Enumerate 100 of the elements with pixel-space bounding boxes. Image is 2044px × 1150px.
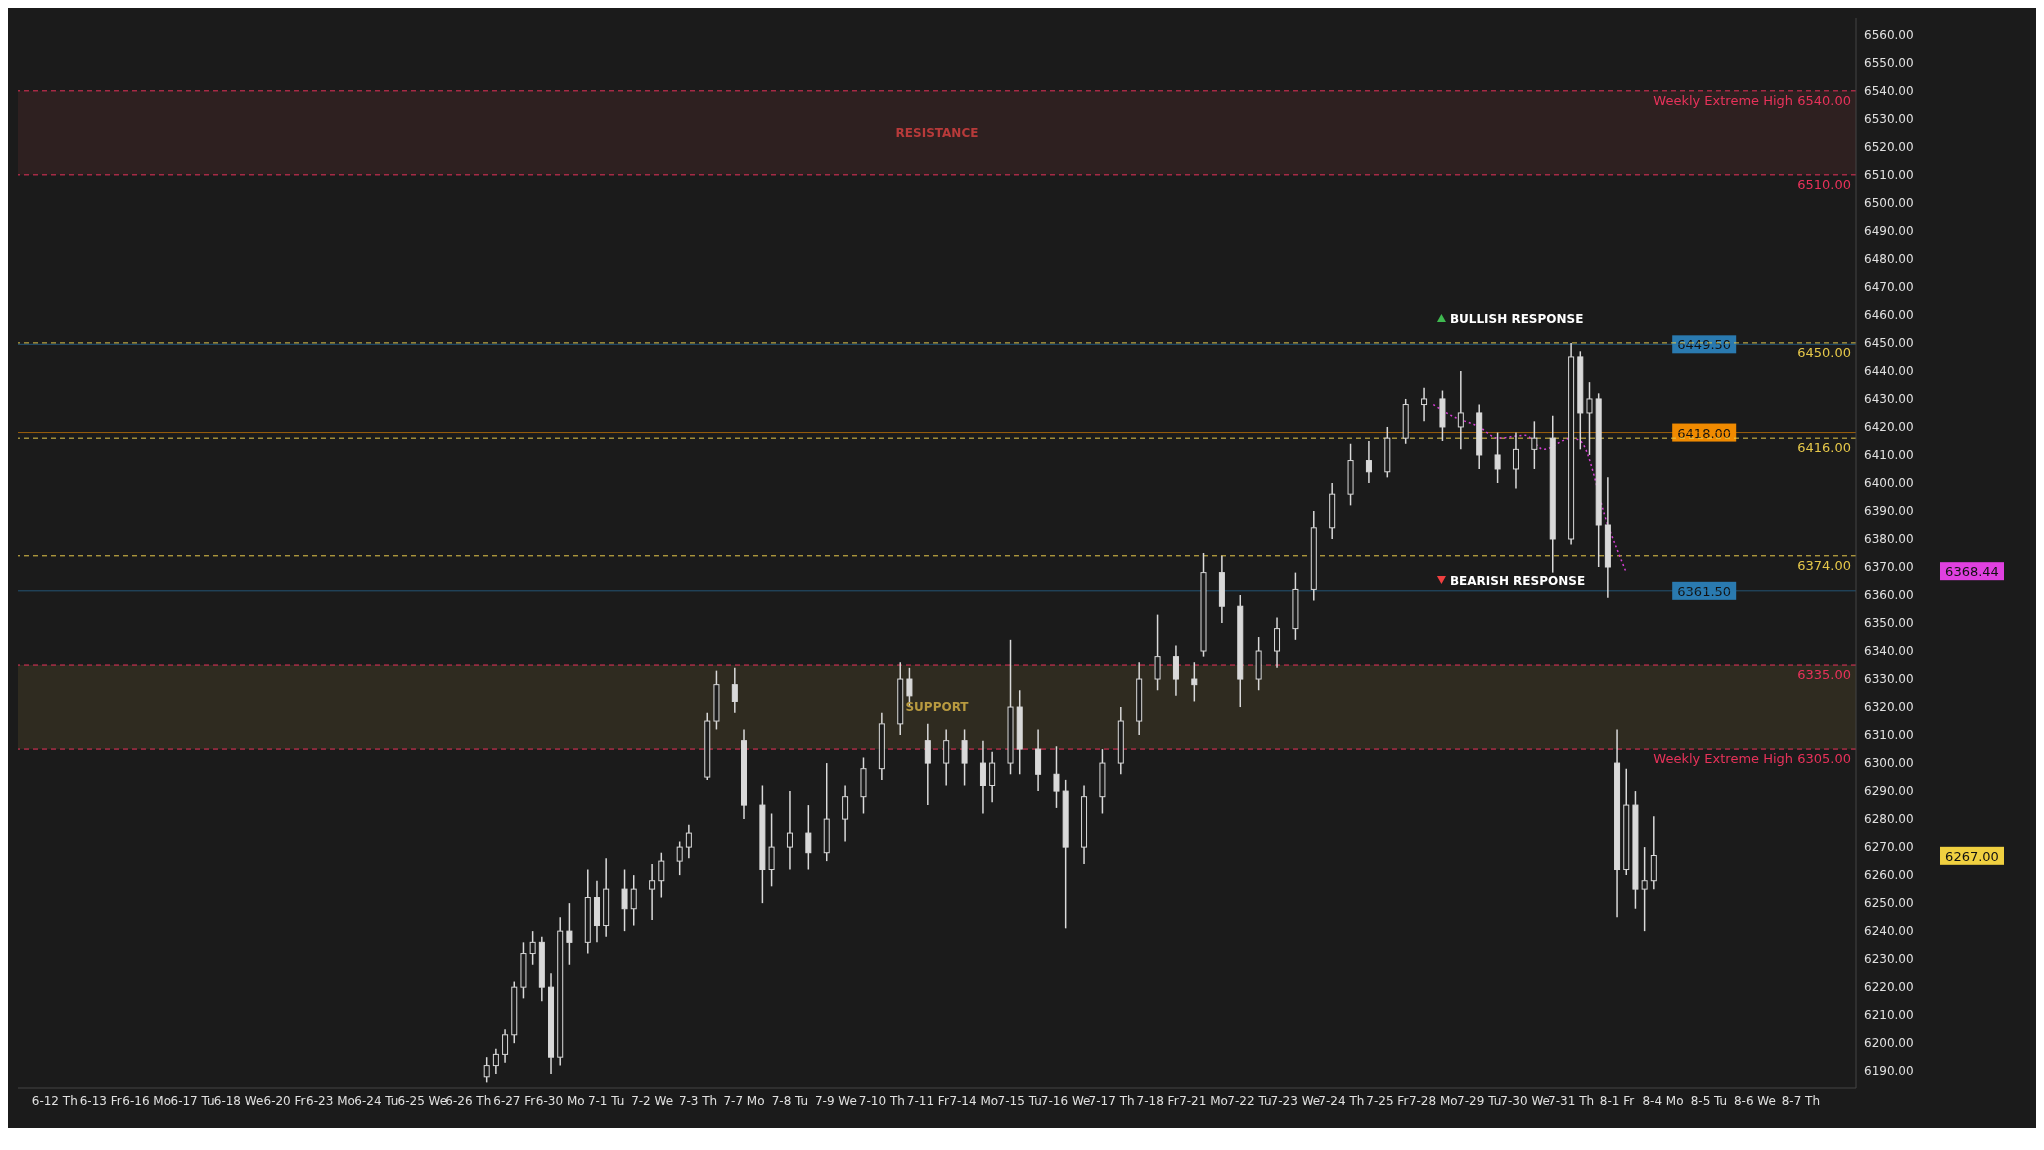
candlestick bbox=[603, 857, 610, 938]
x-tick-label: 8-7 Th bbox=[1781, 1093, 1821, 1108]
candlestick bbox=[1549, 415, 1556, 574]
candlestick bbox=[492, 1048, 499, 1075]
x-tick-label: 8-5 Tu bbox=[1690, 1093, 1728, 1108]
y-tick-label: 6270.00 bbox=[1864, 840, 1914, 855]
x-tick-label: 7-16 We bbox=[1040, 1093, 1091, 1108]
y-tick-label: 6240.00 bbox=[1864, 924, 1914, 939]
y-tick-label: 6540.00 bbox=[1864, 84, 1914, 99]
x-tick-label: 7-1 Tu bbox=[587, 1093, 625, 1108]
x-tick-label: 6-20 Fr bbox=[263, 1093, 306, 1108]
x-tick-label: 7-2 We bbox=[631, 1093, 674, 1108]
x-tick-label: 7-8 Tu bbox=[771, 1093, 809, 1108]
candlestick bbox=[1310, 510, 1317, 602]
candlestick bbox=[1035, 728, 1042, 792]
x-tick-label: 7-15 Tu bbox=[997, 1093, 1042, 1108]
y-tick-label: 6370.00 bbox=[1864, 560, 1914, 575]
y-tick-label: 6400.00 bbox=[1864, 476, 1914, 491]
candlestick bbox=[1512, 431, 1519, 490]
ref-line-label: Weekly Extreme High 6305.00 bbox=[1653, 751, 1851, 767]
x-tick-label: 8-6 We bbox=[1733, 1093, 1776, 1108]
x-tick-label: 7-7 Mo bbox=[723, 1093, 765, 1108]
x-tick-label: 6-17 Tu bbox=[170, 1093, 215, 1108]
y-tick-label: 6420.00 bbox=[1864, 420, 1914, 435]
x-tick-label: 7-14 Mo bbox=[949, 1093, 999, 1108]
y-tick-label: 6550.00 bbox=[1864, 56, 1914, 71]
x-tick-label: 7-3 Th bbox=[678, 1093, 718, 1108]
x-tick-label: 7-25 Fr bbox=[1366, 1093, 1409, 1108]
y-tick-label: 6230.00 bbox=[1864, 952, 1914, 967]
y-tick-label: 6510.00 bbox=[1864, 168, 1914, 183]
annotation: BULLISH RESPONSE bbox=[1449, 311, 1584, 326]
y-tick-label: 6190.00 bbox=[1864, 1064, 1914, 1079]
x-tick-label: 6-16 Mo bbox=[122, 1093, 172, 1108]
y-tick-label: 6200.00 bbox=[1864, 1036, 1914, 1051]
candlestick bbox=[1641, 846, 1648, 932]
x-tick-label: 6-23 Mo bbox=[306, 1093, 355, 1108]
candlestick bbox=[1274, 616, 1281, 669]
x-tick-label: 7-17 Th bbox=[1088, 1093, 1135, 1108]
candlestick bbox=[621, 868, 628, 932]
y-tick-label: 6280.00 bbox=[1864, 812, 1914, 827]
y-tick-label: 6260.00 bbox=[1864, 868, 1914, 883]
candlestick bbox=[1172, 644, 1179, 697]
ref-line-label: 6510.00 bbox=[1797, 177, 1851, 193]
candlestick bbox=[1421, 386, 1428, 423]
candlestick bbox=[1650, 815, 1657, 890]
y-tick-label: 6310.00 bbox=[1864, 728, 1914, 743]
candlestick bbox=[584, 868, 591, 955]
x-tick-label: 6-24 Tu bbox=[354, 1093, 399, 1108]
x-tick-label: 7-31 Th bbox=[1548, 1093, 1595, 1108]
x-tick-label: 6-25 We bbox=[397, 1093, 448, 1108]
ref-line-label: 6416.00 bbox=[1797, 440, 1851, 456]
candlestick bbox=[1568, 342, 1575, 546]
candlestick bbox=[878, 711, 885, 781]
x-tick-label: 7-18 Fr bbox=[1136, 1093, 1179, 1108]
x-tick-label: 7-21 Mo bbox=[1179, 1093, 1228, 1108]
x-tick-label: 7-29 Tu bbox=[1457, 1093, 1502, 1108]
annotation: BEARISH RESPONSE bbox=[1449, 574, 1586, 589]
x-tick-label: 6-12 Th bbox=[31, 1093, 78, 1108]
y-tick-label: 6490.00 bbox=[1864, 224, 1914, 239]
ref-line-label: 6418.00 bbox=[1677, 425, 1732, 441]
candlestick bbox=[593, 879, 600, 944]
candlestick bbox=[897, 661, 904, 736]
y-tick-label: 6560.00 bbox=[1864, 28, 1914, 43]
y-tick-label: 6340.00 bbox=[1864, 644, 1914, 659]
ref-line-label: 6374.00 bbox=[1797, 558, 1851, 574]
ref-line-label: 6335.00 bbox=[1797, 667, 1851, 683]
candlestick bbox=[566, 902, 573, 966]
y-tick-label: 6300.00 bbox=[1864, 756, 1914, 771]
y-tick-label: 6530.00 bbox=[1864, 112, 1914, 127]
x-tick-label: 7-10 Th bbox=[858, 1093, 905, 1108]
ref-line-label: 6361.50 bbox=[1677, 583, 1732, 599]
y-tick-label: 6220.00 bbox=[1864, 980, 1914, 995]
candlestick bbox=[1117, 706, 1124, 776]
text: 6368.44 bbox=[1945, 564, 1999, 580]
x-tick-label: 7-22 Tu bbox=[1227, 1093, 1272, 1108]
candlestick bbox=[741, 728, 748, 820]
x-tick-label: 7-23 We bbox=[1270, 1093, 1321, 1108]
y-tick-label: 6330.00 bbox=[1864, 672, 1914, 687]
x-tick-label: 7-24 Th bbox=[1318, 1093, 1365, 1108]
x-tick-label: 6-27 Fr bbox=[493, 1093, 536, 1108]
candlestick bbox=[979, 739, 986, 815]
candlestick bbox=[649, 863, 656, 921]
y-tick-label: 6380.00 bbox=[1864, 532, 1914, 547]
candlestick bbox=[924, 723, 931, 806]
y-tick-label: 6410.00 bbox=[1864, 448, 1914, 463]
x-tick-label: 7-28 Mo bbox=[1408, 1093, 1458, 1108]
y-tick-label: 6470.00 bbox=[1864, 280, 1914, 295]
candlestick bbox=[786, 790, 793, 871]
candlestick bbox=[759, 784, 766, 904]
y-tick-label: 6320.00 bbox=[1864, 700, 1914, 715]
y-tick-label: 6290.00 bbox=[1864, 784, 1914, 799]
y-tick-label: 6520.00 bbox=[1864, 140, 1914, 155]
y-tick-label: 6430.00 bbox=[1864, 392, 1914, 407]
x-tick-label: 7-11 Fr bbox=[906, 1093, 949, 1108]
candlestick bbox=[989, 751, 996, 804]
y-tick-label: 6390.00 bbox=[1864, 504, 1914, 519]
band-label: SUPPORT bbox=[905, 700, 970, 715]
candlestick bbox=[1457, 370, 1464, 451]
ref-line-label: 6449.50 bbox=[1677, 337, 1732, 353]
candlestick bbox=[731, 667, 738, 714]
